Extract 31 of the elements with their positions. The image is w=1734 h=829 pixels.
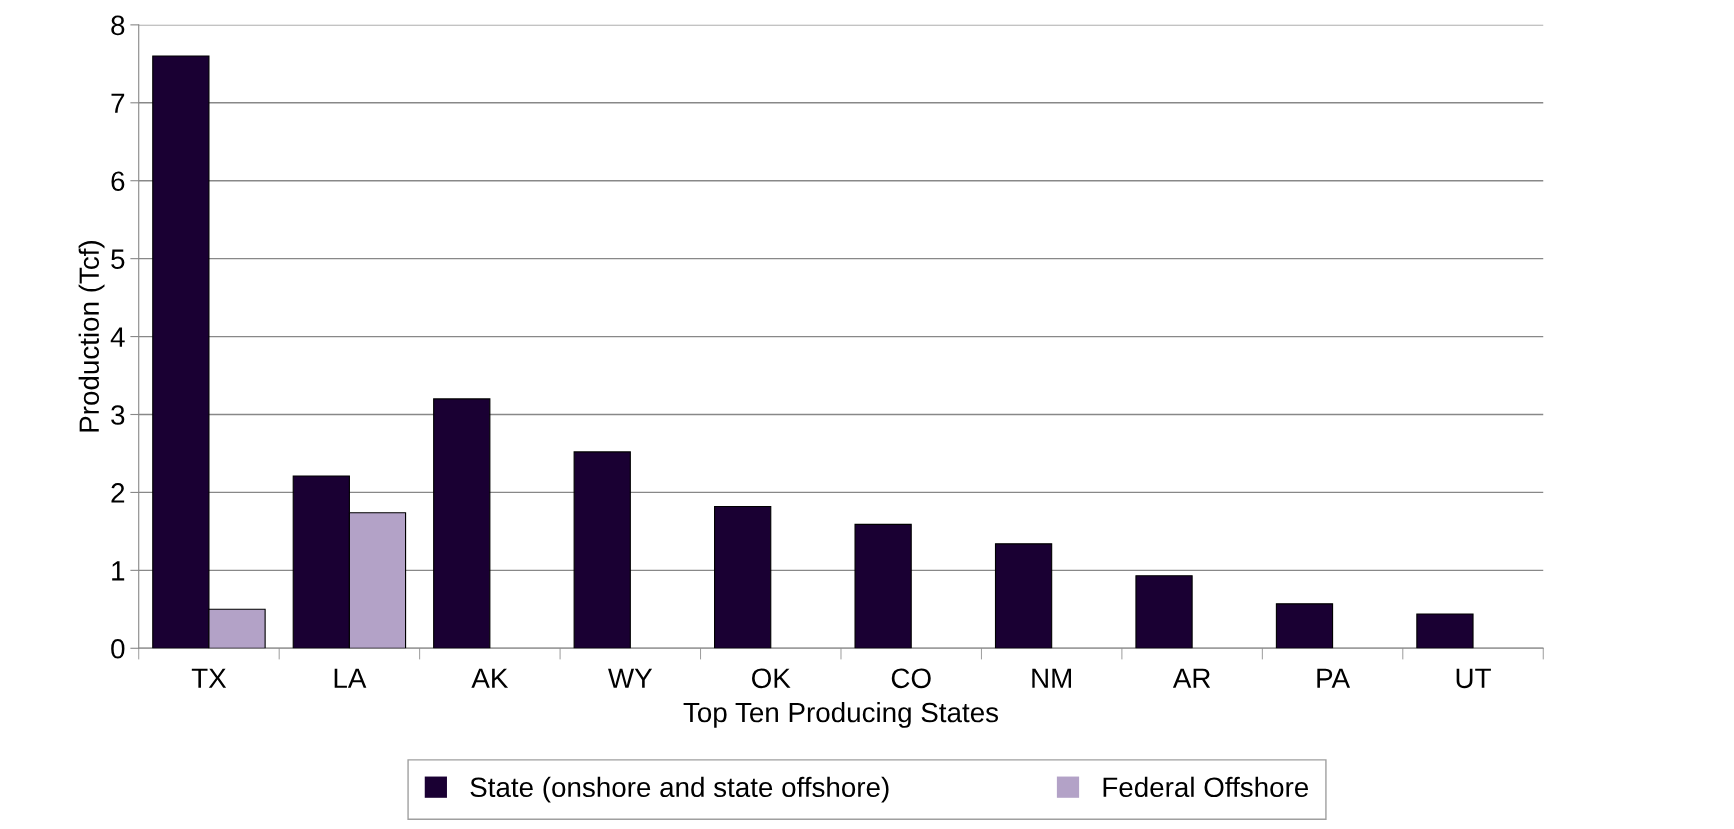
x-tick-label: TX [191,668,227,688]
bar [1135,575,1193,649]
y-tick-label: 0 [111,638,125,659]
legend-label: Federal Offshore [1103,776,1309,798]
x-tick-label: NM [1032,668,1071,688]
x-tick-label: CO [891,668,931,689]
bar [433,398,491,649]
y-tick-label: 7 [111,93,125,113]
bar [714,505,772,649]
bar [573,451,631,649]
x-tick-label: WY [608,668,653,688]
y-tick-label: 6 [111,171,125,192]
y-tick-label: 4 [110,327,125,347]
legend-label: State (onshore and state offshore) [470,776,889,803]
x-tick-label: UT [1456,668,1491,689]
x-tick-label: LA [334,668,367,688]
bar [1275,603,1334,649]
x-tick-label: OK [752,668,791,689]
y-tick-label: 1 [112,561,125,581]
y-tick-label: 3 [111,405,125,425]
bar [994,543,1053,649]
bar [1416,613,1474,649]
bar [854,523,912,649]
y-axis-title: Production (Tcf) [78,241,105,432]
y-tick-label: 5 [111,249,125,269]
y-tick-label: 8 [111,15,125,36]
y-tick-label: 2 [111,483,125,503]
x-tick-label: AK [471,668,509,688]
x-tick-label: PA [1317,668,1351,688]
x-axis-title: Top Ten Producing States [683,701,999,728]
x-tick-label: AR [1172,668,1211,688]
